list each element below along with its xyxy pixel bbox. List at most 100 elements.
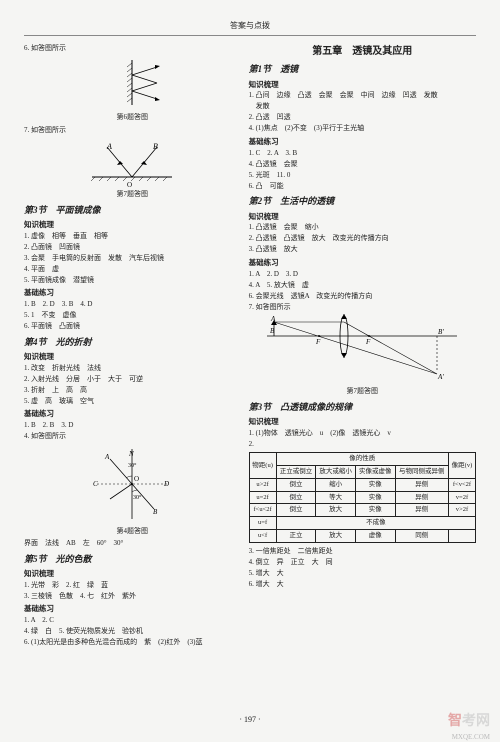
text-line: 2. 入射光线 分居 小于 大于 可逆 (24, 374, 241, 385)
knowledge-head: 知识梳理 (249, 79, 476, 90)
svg-text:F: F (315, 338, 321, 346)
text-line: 1. (1)物体 透镜光心 u (2)像 透镜光心 v (249, 428, 476, 439)
page-number: · 197 · (24, 714, 476, 726)
text-line: 1. C 2. A 3. B (249, 148, 476, 159)
th-prop: 像的性质 (276, 453, 448, 466)
svg-text:B': B' (438, 328, 444, 336)
text-line: 6. (1)太阳光是由多种色光混合而成的 紫 (2)红外 (3)蓝 (24, 637, 241, 648)
text-line: 4. (1)焦点 (2)不变 (3)平行于主光轴 (249, 123, 476, 134)
text-line: 7. 如答图所示 (249, 302, 476, 313)
section-5-title: 第5节 光的色散 (24, 553, 241, 567)
svg-text:C: C (93, 480, 98, 488)
text-line: 3. 折射 上 高 高 (24, 385, 241, 396)
svg-text:A: A (104, 453, 110, 461)
text-line: 界面 法线 AB 左 60° 30° (24, 538, 241, 549)
section-1r-title: 第1节 透镜 (249, 63, 476, 77)
text-line: 2. (249, 439, 476, 450)
svg-text:F: F (365, 338, 371, 346)
table-row: u<f 正立 放大 虚像 同侧 (249, 529, 475, 542)
text-line: 3. 一倍焦距处 二倍焦距处 (249, 546, 476, 557)
text-line: 1. 凸透镜 会聚 缩小 (249, 222, 476, 233)
svg-text:30°: 30° (133, 494, 142, 501)
text-line: 6. 平面镜 凸面镜 (24, 321, 241, 332)
th-v: 像距(v) (448, 453, 475, 479)
text-line: 6. 凸 可能 (249, 181, 476, 192)
text-line: 7. 如答图所示 (24, 125, 241, 136)
text-line: 1. A 2. C (24, 615, 241, 626)
section-3-title: 第3节 平面镜成像 (24, 204, 241, 218)
table-row: u=f 不成像 (249, 517, 475, 530)
text-line: 4. 绿 白 5. 使荧光物质发光 验钞机 (24, 626, 241, 637)
svg-text:O: O (127, 181, 132, 187)
practice-head: 基础练习 (249, 257, 476, 268)
text-line: 4. A 5. 放大镜 虚 (249, 280, 476, 291)
text-line: 4. 凸透镜 会聚 (249, 159, 476, 170)
text-line: 3. 会聚 手电筒的反射面 发散 汽车后视镜 (24, 253, 241, 264)
text-line: 3. 三棱镜 色散 4. 七 红外 紫外 (24, 591, 241, 602)
text-line: 3. 凸透镜 放大 (249, 244, 476, 255)
table-row: f<u<2f 倒立 放大 实像 异侧 v>2f (249, 504, 475, 517)
th-side: 与物同侧或异侧 (395, 466, 448, 479)
knowledge-head: 知识梳理 (24, 351, 241, 362)
knowledge-head: 知识梳理 (24, 219, 241, 230)
section-3r-title: 第3节 凸透镜成像的规律 (249, 401, 476, 415)
svg-text:A': A' (437, 373, 444, 381)
text-line: 4. 倒立 异 正立 大 同 (249, 557, 476, 568)
text-line: 2. 凸透 凹透 (249, 112, 476, 123)
practice-head: 基础练习 (249, 136, 476, 147)
knowledge-head: 知识梳理 (249, 416, 476, 427)
practice-head: 基础练习 (24, 408, 241, 419)
text-line: 5. 虚 高 玻璃 空气 (24, 396, 241, 407)
svg-text:O: O (134, 475, 139, 483)
text-line: 5. 平面镜成像 潜望镜 (24, 275, 241, 286)
section-4-title: 第4节 光的折射 (24, 336, 241, 350)
knowledge-head: 知识梳理 (24, 568, 241, 579)
text-line: 1. 改变 折射光线 法线 (24, 363, 241, 374)
svg-text:B: B (153, 142, 158, 151)
svg-text:B: B (153, 508, 158, 516)
table-row: u=2f 倒立 等大 实像 异侧 v=2f (249, 491, 475, 504)
text-line: 2. 凸面镜 凹面镜 (24, 242, 241, 253)
svg-text:N: N (128, 450, 134, 458)
th-size: 放大或缩小 (316, 466, 356, 479)
watermark-url: MXQE.COM (452, 732, 490, 742)
th-u: 物距(u) (249, 453, 276, 479)
figure-6-caption: 第6题答图 (24, 112, 241, 123)
text-line: 5. 光斑 11. 0 (249, 170, 476, 181)
text-line: 1. A 2. D 3. D (249, 269, 476, 280)
text-line: 1. 光带 彩 2. 红 绿 蓝 (24, 580, 241, 591)
diagram-6-mirror (92, 55, 172, 110)
left-column: 6. 如答图所示 第6题答图 7. 如答图所示 (24, 42, 241, 710)
svg-text:D: D (163, 480, 169, 488)
text-line: 4. 如答图所示 (24, 431, 241, 442)
th-orient: 正立或倒立 (276, 466, 316, 479)
diagram-4-refraction: 30° A C D B N O 30° (82, 444, 182, 524)
right-column: 第五章 透镜及其应用 第1节 透镜 知识梳理 1. 凸间 边缘 凸透 会聚 会聚… (249, 42, 476, 710)
practice-head: 基础练习 (24, 603, 241, 614)
text-line: 1. 虚像 相等 垂直 相等 (24, 231, 241, 242)
practice-head: 基础练习 (24, 287, 241, 298)
watermark-logo: 智考网 (448, 711, 490, 732)
text-line: 6. 如答图所示 (24, 43, 241, 54)
text-line: 1. 凸间 边缘 凸透 会聚 会聚 中间 边缘 凹透 发散 (249, 90, 476, 101)
chapter-title: 第五章 透镜及其应用 (249, 44, 476, 59)
page-header: 答案与点拨 (24, 20, 476, 36)
text-line: 5. 1 不变 虚像 (24, 310, 241, 321)
table-row: u>2f 倒立 缩小 实像 异侧 f<v<2f (249, 478, 475, 491)
text-line: 1. B 2. B 3. D (24, 420, 241, 431)
diagram-7r-lens: B A F F A' B' (262, 314, 462, 384)
section-2r-title: 第2节 生活中的透镜 (249, 195, 476, 209)
figure-7-left-caption: 第7题答图 (24, 189, 241, 200)
figure-4-caption: 第4题答图 (24, 526, 241, 537)
lens-imaging-table: 物距(u) 像的性质 像距(v) 正立或倒立 放大或缩小 实像或虚像 与物同侧或… (249, 452, 476, 542)
text-line: 5. 增大 大 (249, 568, 476, 579)
text-line: 6. 增大 大 (249, 579, 476, 590)
figure-7-right-caption: 第7题答图 (249, 386, 476, 397)
text-line: 6. 会聚光线 透镜A 改变光的传播方向 (249, 291, 476, 302)
text-line: 4. 平面 虚 (24, 264, 241, 275)
th-real: 实像或虚像 (355, 466, 395, 479)
text-line: 2. 凸透镜 凸透镜 放大 改变光的传播方向 (249, 233, 476, 244)
svg-text:30°: 30° (128, 462, 137, 469)
diagram-7-reflection: A B O (77, 137, 187, 187)
text-line: 1. B 2. D 3. B 4. D (24, 299, 241, 310)
